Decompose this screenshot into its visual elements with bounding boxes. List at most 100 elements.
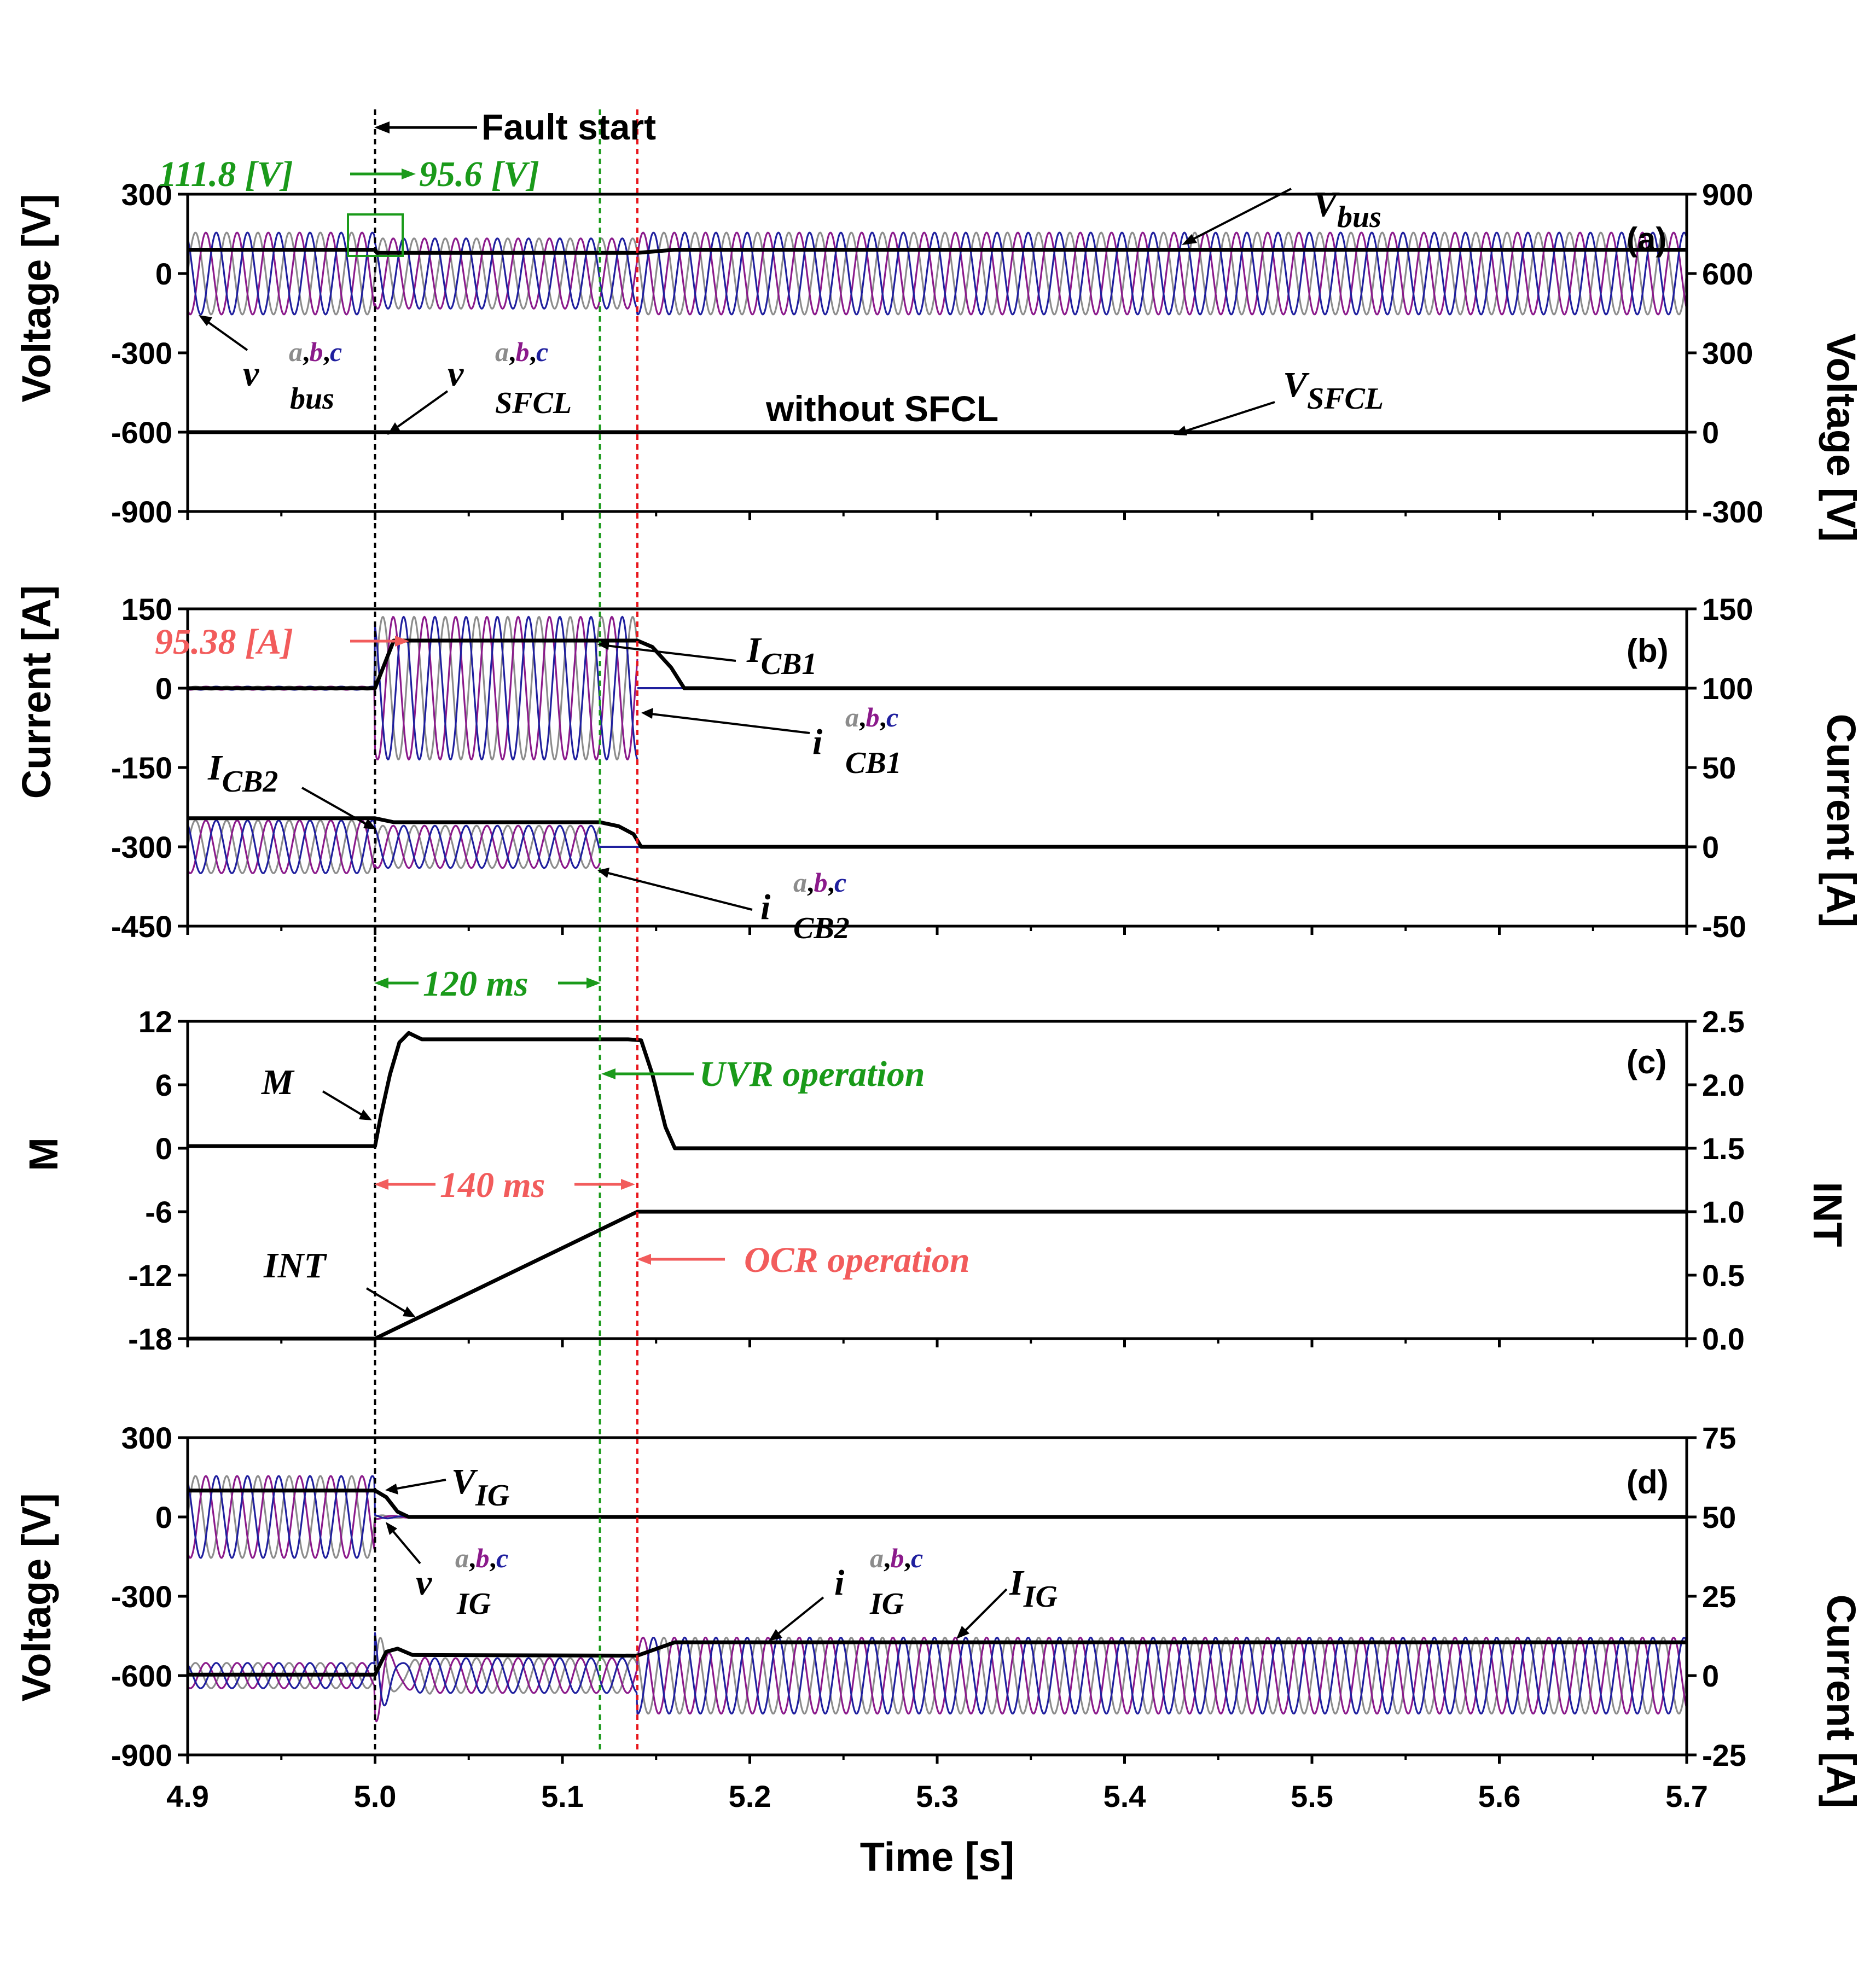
- fault-start-label: Fault start: [481, 107, 656, 147]
- icb2-phase-b: [187, 819, 601, 874]
- t-ocr-arrowhead-right: [621, 1179, 635, 1190]
- icb2-abc-sub: CB2: [793, 911, 850, 945]
- icb1-pointer-head: [597, 639, 609, 650]
- icb1-abc-sup: a,b,c: [845, 702, 898, 732]
- m-pointer-head: [359, 1109, 372, 1120]
- panel-a-right-label: Voltage [V]: [1819, 334, 1864, 542]
- right-tick-label-3-1: 50: [1702, 1500, 1736, 1534]
- vsfcl-abc-sub: SFCL: [495, 386, 572, 420]
- right-tick-label-1-2: 50: [1702, 751, 1736, 785]
- x-tick-label-0: 4.9: [166, 1779, 209, 1813]
- x-tick-label-7: 5.6: [1478, 1779, 1521, 1813]
- left-tick-label-3-2: -300: [111, 1579, 172, 1614]
- panel-a-left-label: Voltage [V]: [14, 194, 59, 403]
- panel-a-tag: (a): [1627, 221, 1666, 258]
- left-tick-label-2-4: -12: [128, 1258, 172, 1293]
- right-tick-label-1-1: 100: [1702, 671, 1753, 706]
- vbus-abc-label: v: [243, 354, 259, 394]
- vsfcl-abc-pointer-head: [387, 422, 400, 435]
- right-tick-label-2-3: 1.0: [1702, 1195, 1745, 1229]
- voltage-before-label: 111.8 [V]: [159, 154, 293, 194]
- icb2-abc-label: i: [760, 887, 771, 927]
- icb2-abc-pointer-head: [597, 868, 609, 878]
- left-tick-label-2-5: -18: [128, 1322, 172, 1356]
- m-series-label: M: [261, 1062, 295, 1102]
- left-tick-label-1-1: 0: [155, 671, 172, 706]
- int-series-label: INT: [263, 1246, 327, 1286]
- t-ocr-label: 140 ms: [440, 1165, 545, 1205]
- panel-b-annotations: (b) 95.38 [A] ICB1 i a,b,c CB1 ICB2 i a,…: [155, 622, 1669, 945]
- marker-lines: [374, 109, 638, 1755]
- panel-c-tag: (c): [1627, 1044, 1666, 1080]
- iig-abc-pointer: [775, 1596, 824, 1637]
- panel-a-annotations: Fault start 111.8 [V] 95.6 [V] (a) Vbus …: [159, 107, 1666, 435]
- panel-c-right-label: INT: [1805, 1182, 1850, 1247]
- axes-layer: 3000-300-600-9009006003000-3001500-150-3…: [111, 177, 1763, 1813]
- left-tick-label-1-4: -450: [111, 909, 172, 944]
- panel-d-right-label: Current [A]: [1819, 1595, 1864, 1809]
- right-tick-label-1-4: -50: [1702, 909, 1746, 944]
- iig-pointer-head: [956, 1626, 969, 1639]
- voltage-zoom-box: [347, 213, 404, 257]
- icb2-phase-a: [187, 819, 601, 874]
- left-tick-label-3-1: 0: [155, 1500, 172, 1534]
- icb1-abc-pointer-head: [641, 708, 653, 719]
- ocr-operation-arrowhead: [637, 1254, 651, 1265]
- panel-d-annotations: (d) VIG v a,b,c IG i a,b,c IG IIG: [385, 1462, 1669, 1641]
- right-tick-label-1-3: 0: [1702, 830, 1719, 864]
- vbus-line: [188, 248, 1687, 255]
- right-tick-label-2-4: 0.5: [1702, 1258, 1745, 1293]
- x-tick-label-4: 5.3: [916, 1779, 959, 1813]
- panel-c-annotations: (c) 120 ms UVR operation M 140 ms INT OC…: [261, 964, 1666, 1317]
- right-tick-label-0-3: 0: [1702, 415, 1719, 450]
- ocr-operation-label: OCR operation: [744, 1240, 970, 1280]
- vbus-phase-c: [187, 231, 1688, 316]
- vig-pointer-head: [385, 1484, 398, 1495]
- icb2-pointer: [301, 787, 368, 826]
- vbus-pointer-head: [1182, 234, 1197, 245]
- left-tick-label-1-3: -300: [111, 830, 172, 864]
- right-tick-label-0-0: 900: [1702, 177, 1753, 212]
- vbus-label: Vbus: [1313, 184, 1381, 234]
- right-tick-label-2-5: 0.0: [1702, 1322, 1745, 1356]
- panel-c-left-label: M: [21, 1137, 66, 1171]
- left-tick-label-2-1: 6: [155, 1068, 172, 1102]
- int-pointer-head: [403, 1306, 416, 1317]
- panel-b-tag: (b): [1627, 632, 1669, 669]
- vbus-abc-pointer: [204, 319, 248, 351]
- voltage-after-label: 95.6 [V]: [419, 154, 539, 194]
- iig-phase-b: [187, 1636, 1688, 1723]
- right-tick-label-2-2: 1.5: [1702, 1131, 1745, 1166]
- t-uvr-label: 120 ms: [423, 964, 528, 1004]
- vsfcl-abc-label: v: [448, 354, 464, 394]
- vsfcl-label: VSFCL: [1283, 365, 1384, 416]
- vsfcl-abc-pointer: [393, 390, 449, 431]
- axis-labels: Time [s] Voltage [V] Voltage [V] Current…: [14, 194, 1864, 1880]
- icb1-abc-pointer: [650, 713, 810, 734]
- right-tick-label-3-0: 75: [1702, 1421, 1736, 1455]
- vbus-abc-sub: bus: [290, 382, 334, 416]
- panel-b-right-label: Current [A]: [1819, 714, 1864, 928]
- icb1-pointer: [606, 644, 736, 662]
- icb2-line: [188, 816, 1687, 849]
- left-tick-label-2-2: 0: [155, 1131, 172, 1166]
- right-tick-label-2-0: 2.5: [1702, 1004, 1745, 1039]
- iig-abc-sub: IG: [869, 1587, 904, 1621]
- fault-start-arrowhead: [374, 121, 390, 133]
- icb1-label: ICB1: [746, 630, 817, 681]
- vbus-phase-b: [187, 231, 1688, 316]
- left-tick-label-0-4: -900: [111, 495, 172, 529]
- x-tick-label-1: 5.0: [354, 1779, 397, 1813]
- uvr-operation-label: UVR operation: [699, 1054, 925, 1094]
- vig-label: VIG: [451, 1462, 509, 1513]
- vbus-abc-pointer-head: [199, 315, 212, 326]
- x-axis-label: Time [s]: [860, 1834, 1014, 1880]
- icb2-pointer-head: [363, 818, 376, 829]
- vig-abc-pointer: [390, 1528, 421, 1565]
- panel-d-left-label: Voltage [V]: [14, 1493, 59, 1702]
- left-tick-label-0-2: -300: [111, 336, 172, 370]
- vbus-main: V: [1313, 184, 1340, 224]
- left-tick-label-1-0: 150: [121, 592, 172, 626]
- vig-abc-label: v: [416, 1563, 432, 1603]
